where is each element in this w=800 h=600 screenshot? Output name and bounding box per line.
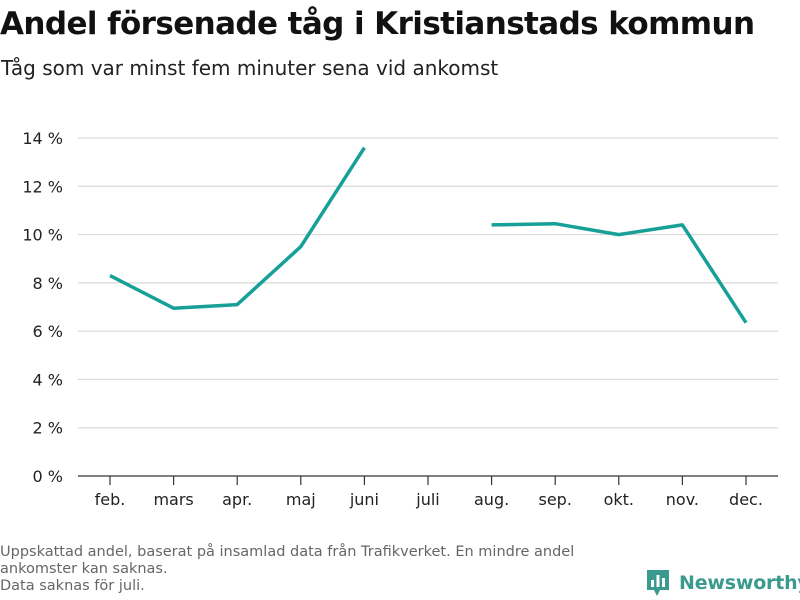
footnote-line: ankomster kan saknas. — [0, 561, 168, 577]
line-chart: 0 % 2 % 4 % 6 % 8 % 10 % 12 % 14 % feb. mars apr.… — [22, 129, 778, 509]
x-tick-label: nov. — [666, 490, 699, 509]
y-tick-label: 2 % — [33, 419, 63, 438]
brand-name: Newsworthy — [679, 572, 800, 594]
x-tick-label: feb. — [95, 490, 126, 509]
x-tick-label: juni — [349, 490, 379, 509]
chart-title: Andel försenade tåg i Kristianstads komm… — [0, 6, 755, 42]
x-axis — [78, 475, 778, 485]
y-tick-label: 4 % — [33, 370, 63, 389]
y-tick-labels: 0 % 2 % 4 % 6 % 8 % 10 % 12 % 14 % — [22, 129, 63, 486]
series-lines — [109, 146, 748, 324]
series-line — [491, 221, 748, 324]
brand-logo: Newsworthy — [645, 568, 800, 598]
x-tick-label: juli — [415, 490, 439, 509]
footnote: Uppskattad andel, baserat på insamlad da… — [0, 544, 640, 595]
y-tick-label: 0 % — [33, 467, 63, 486]
grid-lines — [78, 137, 778, 429]
x-tick-label: okt. — [604, 490, 634, 509]
y-tick-label: 6 % — [33, 322, 63, 341]
y-tick-label: 8 % — [33, 274, 63, 293]
y-tick-label: 14 % — [22, 129, 63, 148]
series-line — [109, 146, 366, 310]
bar-chart-logo-icon — [647, 570, 669, 596]
chart-subtitle: Tåg som var minst fem minuter sena vid a… — [1, 56, 499, 80]
y-tick-label: 10 % — [22, 226, 63, 245]
x-tick-label: maj — [286, 490, 316, 509]
footnote-line: Data saknas för juli. — [0, 578, 145, 594]
x-tick-labels: feb. mars apr. maj juni juli aug. sep. okt. nov. d… — [95, 490, 763, 509]
y-tick-label: 12 % — [22, 177, 63, 196]
footnote-line: Uppskattad andel, baserat på insamlad da… — [0, 544, 575, 560]
x-tick-label: dec. — [729, 490, 763, 509]
x-tick-label: sep. — [538, 490, 571, 509]
x-tick-label: apr. — [222, 490, 252, 509]
x-tick-label: aug. — [474, 490, 509, 509]
x-tick-label: mars — [153, 490, 193, 509]
